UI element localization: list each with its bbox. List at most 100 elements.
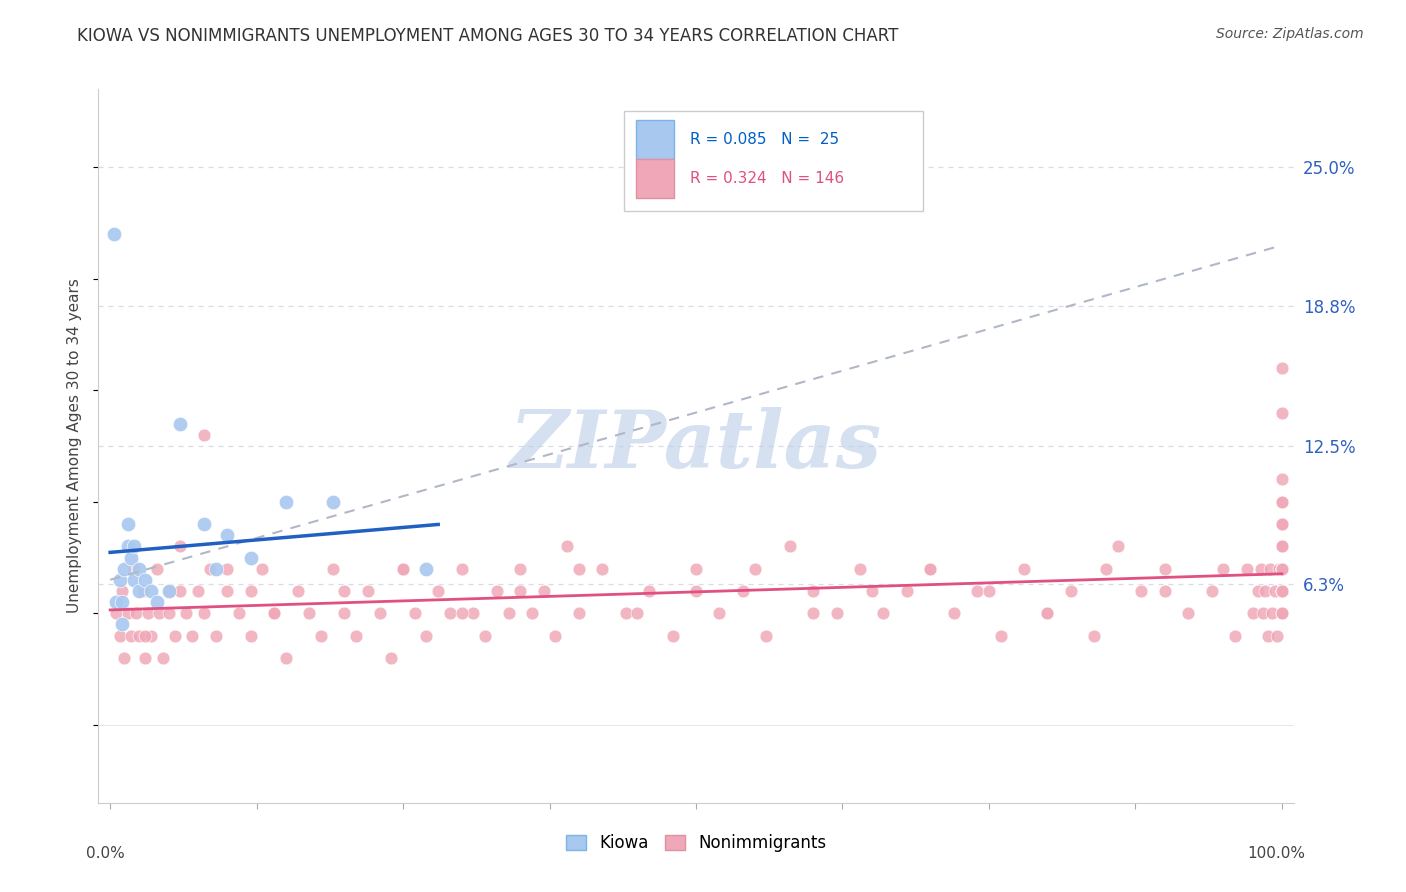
Point	[193, 427, 215, 442]
Point	[942, 607, 965, 621]
Point	[112, 651, 135, 665]
Point	[1060, 583, 1083, 598]
Point	[298, 607, 321, 621]
Point	[111, 595, 134, 609]
Point	[111, 583, 134, 598]
Point	[132, 583, 155, 598]
Point	[626, 607, 648, 621]
Point	[779, 539, 801, 553]
Point	[169, 539, 191, 553]
Point	[509, 583, 531, 598]
Point	[1261, 607, 1284, 621]
Point	[217, 562, 239, 576]
Text: Source: ZipAtlas.com: Source: ZipAtlas.com	[1216, 27, 1364, 41]
Point	[128, 628, 150, 642]
Point	[1223, 628, 1246, 642]
Point	[169, 417, 191, 431]
Point	[152, 651, 174, 665]
Point	[1264, 583, 1286, 598]
Point	[1257, 628, 1279, 642]
Point	[801, 607, 824, 621]
Point	[544, 628, 567, 642]
Point	[193, 607, 215, 621]
Point	[1177, 607, 1199, 621]
Point	[128, 583, 150, 598]
Point	[849, 562, 872, 576]
Point	[228, 607, 250, 621]
Point	[1271, 516, 1294, 531]
Point	[174, 607, 197, 621]
Point	[1271, 583, 1294, 598]
Point	[204, 562, 226, 576]
Point	[591, 562, 613, 576]
Point	[1095, 562, 1118, 576]
Point	[520, 607, 543, 621]
Point	[1271, 562, 1294, 576]
Point	[198, 562, 221, 576]
Point	[731, 583, 754, 598]
Point	[1271, 494, 1294, 508]
Point	[333, 583, 356, 598]
Point	[1130, 583, 1153, 598]
Point	[128, 562, 150, 576]
Point	[1083, 628, 1105, 642]
Point	[392, 562, 415, 576]
Point	[450, 607, 472, 621]
Point	[661, 628, 683, 642]
Point	[125, 607, 148, 621]
Point	[120, 628, 142, 642]
Point	[463, 607, 485, 621]
Point	[533, 583, 555, 598]
Point	[1271, 562, 1294, 576]
Point	[187, 583, 209, 598]
Point	[685, 562, 707, 576]
Point	[157, 607, 180, 621]
Point	[169, 583, 191, 598]
Point	[1271, 562, 1294, 576]
Point	[287, 583, 309, 598]
Point	[1012, 562, 1035, 576]
Point	[614, 607, 637, 621]
Point	[1271, 405, 1294, 419]
Point	[1271, 562, 1294, 576]
Point	[1271, 607, 1294, 621]
Point	[239, 583, 262, 598]
Point	[181, 628, 204, 642]
Point	[1271, 539, 1294, 553]
Point	[1153, 583, 1175, 598]
Point	[920, 562, 942, 576]
Text: ZIPatlas: ZIPatlas	[510, 408, 882, 484]
Point	[274, 651, 297, 665]
Point	[1265, 628, 1288, 642]
Point	[685, 583, 707, 598]
Point	[1271, 562, 1294, 576]
Point	[157, 583, 180, 598]
Point	[120, 550, 142, 565]
Point	[709, 607, 731, 621]
Point	[1258, 562, 1281, 576]
Point	[801, 583, 824, 598]
Point	[157, 583, 180, 598]
Point	[333, 607, 356, 621]
Point	[1271, 562, 1294, 576]
Point	[1241, 607, 1264, 621]
Point	[990, 628, 1012, 642]
Text: 0.0%: 0.0%	[87, 846, 125, 861]
Point	[1271, 539, 1294, 553]
Point	[977, 583, 1000, 598]
Point	[122, 562, 145, 576]
Point	[357, 583, 380, 598]
Point	[1036, 607, 1059, 621]
Point	[568, 607, 591, 621]
Legend: Kiowa, Nonimmigrants: Kiowa, Nonimmigrants	[560, 828, 832, 859]
FancyBboxPatch shape	[624, 111, 922, 211]
Point	[217, 528, 239, 542]
Point	[1271, 539, 1294, 553]
Point	[860, 583, 883, 598]
Text: R = 0.324   N = 146: R = 0.324 N = 146	[690, 171, 844, 186]
Point	[896, 583, 918, 598]
Point	[368, 607, 391, 621]
Point	[148, 607, 170, 621]
Point	[322, 494, 344, 508]
Point	[108, 573, 131, 587]
